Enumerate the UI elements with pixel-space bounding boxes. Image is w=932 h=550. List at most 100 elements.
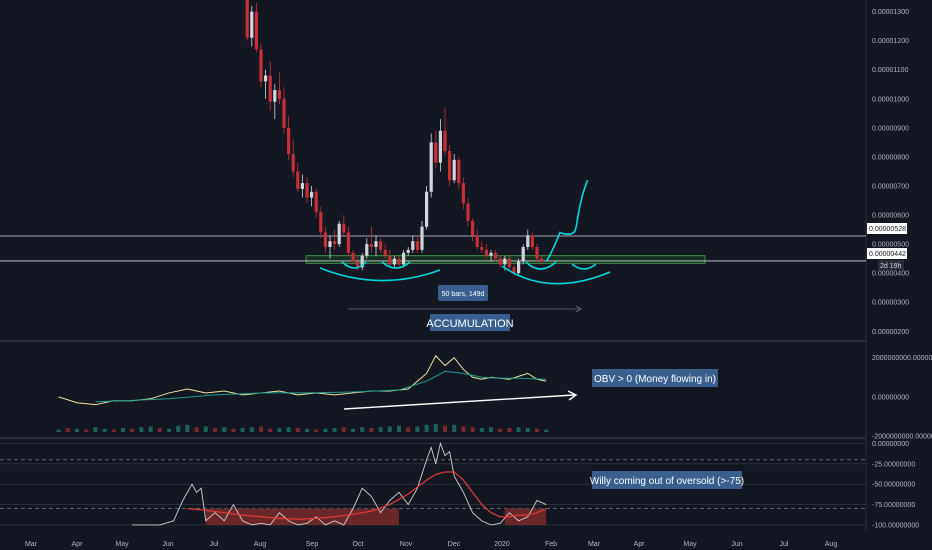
volume-bar <box>323 428 328 432</box>
obv-axis[interactable]: 2000000000.00000000 0.00000000 -2000000000… <box>872 355 932 440</box>
volume-bar <box>351 428 355 432</box>
time-tick-label: Oct <box>353 541 364 548</box>
candle-body <box>374 241 378 248</box>
candle-body <box>287 127 291 155</box>
obv-trend-arrow <box>343 394 575 410</box>
candle-body <box>489 252 493 256</box>
volume-bar <box>369 428 374 432</box>
price-tick-label: 0.00000300 <box>872 300 909 307</box>
volume-bar <box>507 428 512 432</box>
pattern-arc <box>319 267 441 282</box>
obv-label: OBV > 0 (Money flowing in) <box>594 374 716 385</box>
candle-body <box>328 241 332 248</box>
volume-bar <box>461 426 466 432</box>
volume-bar <box>203 426 208 432</box>
time-tick-label: Jun <box>731 541 742 548</box>
volume-bar <box>139 427 144 432</box>
volume-bar <box>277 428 282 432</box>
candle-body <box>319 212 323 233</box>
volume-bar <box>360 427 365 432</box>
candle-body <box>254 11 258 50</box>
volume-bar <box>489 427 493 432</box>
volume-bar <box>75 428 79 432</box>
time-tick-label: Jul <box>210 541 219 548</box>
candle-body <box>369 244 373 248</box>
obv-label-box <box>592 369 718 387</box>
current-price-label: 0.00000442 <box>869 251 906 258</box>
volume-bar <box>424 424 429 432</box>
time-tick-label: Mar <box>588 541 601 548</box>
pattern-arc <box>525 261 557 270</box>
candle-body <box>411 241 415 250</box>
time-tick-label: May <box>683 541 697 548</box>
candle-body <box>379 241 383 250</box>
price-tick-label: 0.00000800 <box>872 154 909 161</box>
candle-body <box>415 241 419 250</box>
candle-body <box>526 235 530 248</box>
candle-body <box>388 255 392 265</box>
price-tick-label: 0.00000600 <box>872 213 909 220</box>
volume-bar <box>332 428 337 432</box>
candle-body <box>434 142 438 163</box>
time-tick-label: Dec <box>448 541 461 548</box>
volume-bar <box>314 429 319 432</box>
volume-bar <box>498 428 503 432</box>
candle-body <box>448 151 452 181</box>
candle-body <box>517 261 521 274</box>
candle-body <box>512 267 516 274</box>
volume-bar <box>295 428 300 432</box>
price-axis[interactable]: 0.00001300 0.00001200 0.00001100 0.00001000… <box>872 9 909 336</box>
candle-body <box>397 258 401 265</box>
price-tick-label: 0.00000500 <box>872 242 909 249</box>
volume-bar <box>176 425 181 432</box>
volume-bar <box>378 427 383 432</box>
volume-bar <box>443 425 447 432</box>
time-tick-label: Aug <box>825 541 838 548</box>
volume-bar <box>286 427 291 432</box>
time-tick-label: Sep <box>306 541 319 548</box>
price-tick-label: 0.00000700 <box>872 183 909 190</box>
volume-bar <box>406 427 411 432</box>
candle-body <box>291 154 295 172</box>
time-tick-label: Feb <box>545 541 557 548</box>
willy-tick-label: 0.00000000 <box>872 441 909 448</box>
willy-axis[interactable]: 0.00000000 -25.00000000 -50.00000000 -75.00… <box>0 441 919 529</box>
volume-bar <box>305 428 309 432</box>
volume-bar <box>231 428 236 432</box>
candle-body <box>392 258 396 265</box>
volume-bar <box>397 425 401 432</box>
horizontal-lines <box>0 235 866 262</box>
volume-bar <box>194 427 199 432</box>
time-tick-label: 2020 <box>494 541 510 548</box>
volume-bar <box>111 429 116 432</box>
volume-bar <box>516 427 521 432</box>
candle-body <box>484 249 488 256</box>
price-tick-label: 0.00001200 <box>872 38 909 45</box>
willy-label-box <box>592 471 742 489</box>
volume-bar <box>84 429 89 432</box>
candle-body <box>475 235 479 248</box>
willy-tick-label: -50.00000000 <box>872 482 915 489</box>
volume-bar <box>240 428 245 432</box>
volume-bar <box>341 427 346 432</box>
volume-bar <box>130 428 135 432</box>
candle-body <box>245 0 249 38</box>
candle-body <box>402 252 406 265</box>
volume-bar <box>525 428 530 432</box>
candle-body <box>452 159 456 181</box>
price-tick-label: 0.00001100 <box>872 67 909 74</box>
pattern-arc <box>341 261 367 269</box>
volume-bar <box>121 428 125 432</box>
resistance-price-label: 0.00000528 <box>869 226 906 233</box>
candle-body <box>305 183 309 198</box>
candle-body <box>438 130 442 163</box>
price-tick-label: 0.00001300 <box>872 9 909 16</box>
time-axis[interactable]: Mar Apr May Jun Jul Aug Sep Oct Nov Dec 2020 Feb Mar… <box>25 541 837 548</box>
obv-tick-label: -2000000000.00000000 <box>872 434 932 441</box>
candle-body <box>425 191 429 227</box>
annotations <box>319 179 611 313</box>
candle-body <box>250 11 254 38</box>
candle-body <box>333 241 337 245</box>
volume-bar <box>185 424 190 432</box>
